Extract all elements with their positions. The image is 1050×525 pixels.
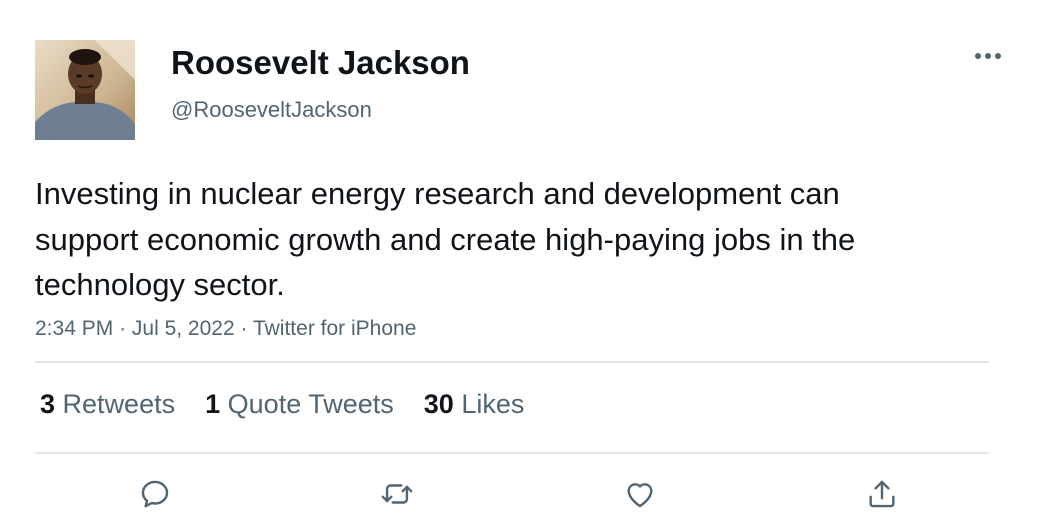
- share-button[interactable]: [862, 474, 902, 514]
- more-options-button[interactable]: [970, 44, 1006, 68]
- heart-icon: [627, 483, 653, 508]
- quote-tweets-label: Quote Tweets: [227, 389, 394, 419]
- likes-stat[interactable]: 30 Likes: [424, 387, 525, 421]
- tweet-time[interactable]: 2:34 PM: [35, 317, 114, 340]
- retweet-arrows-icon: [381, 484, 413, 504]
- divider: [35, 452, 989, 454]
- tweet-source[interactable]: Twitter for iPhone: [252, 317, 417, 340]
- avatar-photo: [35, 40, 135, 140]
- retweets-count: 3: [40, 389, 56, 419]
- avatar[interactable]: [35, 40, 135, 140]
- tweet-text: Investing in nuclear energy research and…: [35, 176, 856, 302]
- tweet-stats: 3 Retweets 1 Quote Tweets 30 Likes: [40, 387, 554, 421]
- tweet-date[interactable]: Jul 5, 2022: [131, 317, 235, 340]
- likes-label: Likes: [461, 389, 525, 419]
- quote-tweets-stat[interactable]: 1 Quote Tweets: [205, 387, 394, 421]
- retweets-label: Retweets: [62, 389, 176, 419]
- divider: [35, 361, 989, 363]
- likes-count: 30: [423, 389, 454, 419]
- reply-bubble-icon: [141, 480, 169, 508]
- user-handle[interactable]: @RooseveltJackson: [171, 97, 372, 122]
- retweets-stat[interactable]: 3 Retweets: [40, 387, 175, 421]
- share-upload-icon: [869, 480, 895, 508]
- reply-button[interactable]: [135, 474, 175, 514]
- tweet-meta: 2:34 PM · Jul 5, 2022 · Twitter for iPho…: [35, 315, 416, 343]
- like-button[interactable]: [620, 474, 660, 514]
- retweet-button[interactable]: [377, 474, 417, 514]
- meta-separator: ·: [240, 317, 248, 340]
- quote-tweets-count: 1: [205, 389, 221, 419]
- more-horizontal-icon: [975, 53, 1001, 59]
- display-name[interactable]: Roosevelt Jackson: [171, 44, 470, 81]
- meta-separator: ·: [119, 317, 127, 340]
